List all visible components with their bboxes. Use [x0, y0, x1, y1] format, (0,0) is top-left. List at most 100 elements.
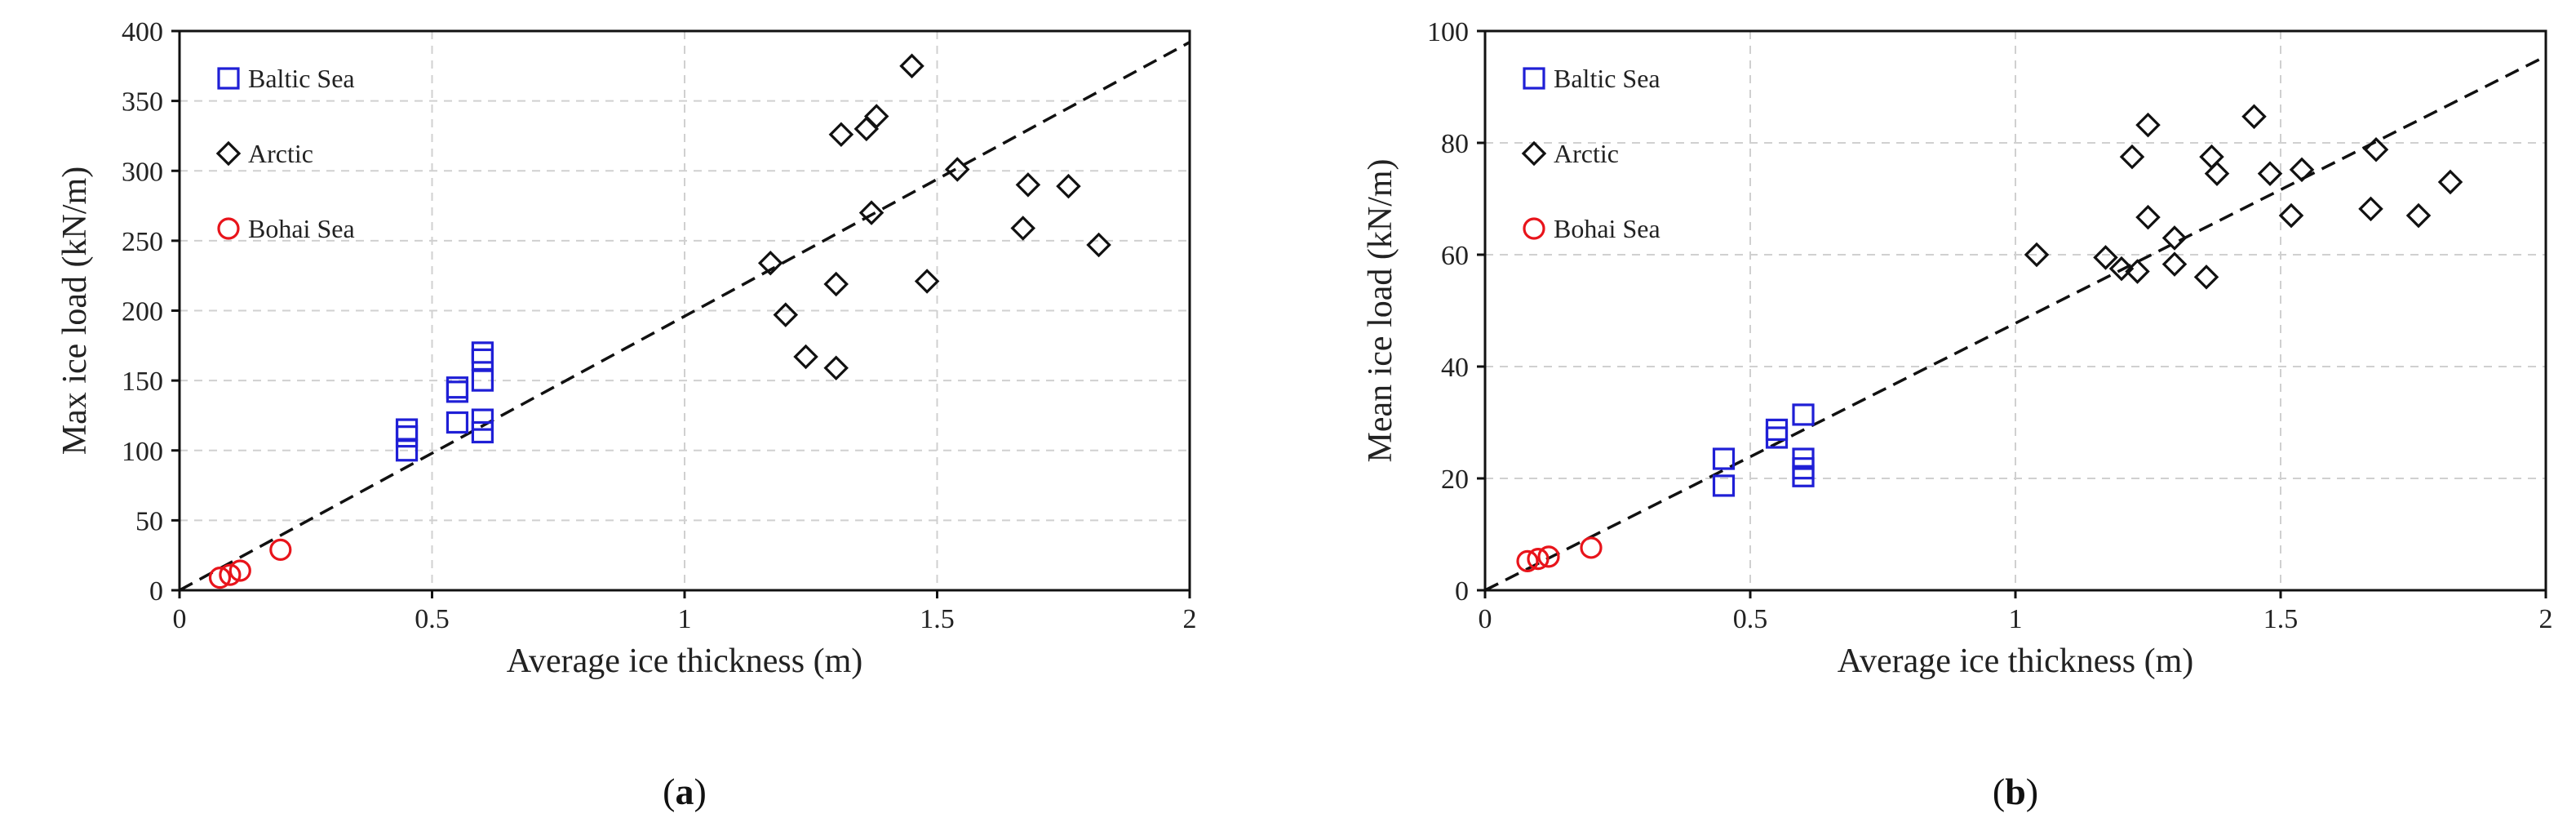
chart-a-bohai-sea-point-3	[269, 538, 292, 561]
chart-a-baltic-sea-point-5	[446, 376, 469, 399]
chart-b-arctic-point-7	[2161, 251, 2188, 277]
chart-b-arctic-point-6	[2135, 112, 2161, 138]
chart-a-arctic-point-11	[944, 157, 970, 182]
chart-a-arctic-point-14	[1056, 173, 1081, 199]
chart-a-bohai-sea-point-1	[219, 563, 242, 586]
chart-b-arctic-point-14	[2278, 202, 2304, 229]
chart-a-arctic-point-0	[757, 251, 783, 276]
chart-b-ytick-label-5: 100	[1427, 17, 1469, 47]
chart-b-ytick-label-2: 40	[1441, 353, 1469, 383]
chart-a-baltic-sea-point-2	[395, 418, 419, 441]
chart-a-xtick-label-0: 0	[173, 604, 187, 634]
chart-b-y-axis-title: Mean ice load (kN/m)	[1362, 158, 1399, 462]
chart-b: 0 20 40 60 80 100 0 0.5 1 1.5 2 Average ice thickne…	[1362, 17, 2553, 812]
chart-b-arctic-point-15	[2289, 157, 2315, 183]
chart-a-arctic-point-5	[828, 122, 854, 147]
chart-a-y-axis-title: Max ice load (kN/m)	[56, 167, 94, 455]
chart-a-ytick-label-6: 300	[122, 157, 163, 187]
chart-b-xtick-label-3: 1.5	[2263, 604, 2299, 634]
chart-a-arctic-point-2	[793, 344, 818, 370]
chart-a-arctic-point-3	[823, 355, 849, 380]
chart-a-arctic-point-9	[899, 53, 924, 79]
chart-a-legend-bohai-sea-label: Bohai Sea	[248, 214, 355, 243]
chart-a-ytick-label-7: 350	[122, 87, 163, 118]
chart-a-bohai-sea-point-2	[228, 559, 251, 582]
chart-a-ytick-label-8: 400	[122, 17, 163, 47]
chart-b-ytick-label-3: 60	[1441, 241, 1469, 271]
chart-a-caption: (a)	[663, 771, 707, 812]
chart-a-trendline	[179, 41, 1190, 592]
chart-a-baltic-sea-point-1	[395, 425, 419, 448]
chart-b-ytick-label-1: 20	[1441, 465, 1469, 495]
chart-b-legend-baltic-sea-marker	[1523, 67, 1545, 90]
chart-b-arctic-point-16	[2358, 196, 2383, 222]
chart-a-xtick-label-1: 0.5	[415, 604, 450, 634]
chart-a-baltic-sea-point-3	[446, 411, 469, 434]
chart-a-baltic-sea-point-0	[395, 439, 419, 462]
chart-a-xtick-label-4: 2	[1183, 604, 1197, 634]
chart-a-legend-arctic-marker	[215, 140, 242, 167]
chart-b-legend-arctic-label: Arctic	[1554, 139, 1619, 168]
chart-b-arctic-point-9	[2193, 265, 2219, 290]
chart-a-baltic-sea-point-7	[471, 408, 494, 431]
chart-a-ytick-label-3: 150	[122, 367, 163, 397]
chart-b-arctic-point-8	[2161, 225, 2188, 251]
chart-a-legend-bohai-sea-marker	[217, 217, 240, 240]
chart-a: 0 50 100 150 200 250 300 350 400 0 0.5 1 1.5 2 Average…	[56, 17, 1197, 812]
chart-a-bohai-sea-point-0	[208, 566, 232, 589]
chart-b-xtick-label-0: 0	[1479, 604, 1492, 634]
chart-b-baltic-sea-point-7	[1792, 403, 1815, 426]
chart-b-arctic-point-1	[2093, 245, 2118, 270]
chart-b-xtick-label-1: 0.5	[1733, 604, 1768, 634]
chart-b-legend-arctic-marker	[1521, 140, 1547, 167]
chart-b-legend-bohai-sea-label: Bohai Sea	[1554, 214, 1660, 243]
chart-b-baltic-sea-point-1	[1712, 447, 1736, 470]
chart-a-x-axis-title: Average ice thickness (m)	[507, 642, 863, 680]
chart-a-ytick-label-2: 100	[122, 437, 163, 467]
chart-b-xtick-label-2: 1	[2009, 604, 2023, 634]
chart-b-legend-bohai-sea-marker	[1523, 217, 1545, 240]
chart-a-baltic-sea-point-6	[471, 420, 494, 444]
chart-a-arctic-point-1	[773, 302, 799, 327]
chart-b-arctic-point-2	[2108, 256, 2135, 282]
chart-b-caption: (b)	[1993, 771, 2038, 812]
chart-a-baltic-sea-point-9	[471, 348, 494, 371]
chart-a-arctic-point-6	[853, 116, 880, 142]
chart-b-arctic-point-5	[2135, 204, 2161, 230]
chart-a-ytick-label-0: 0	[149, 576, 163, 607]
chart-a-legend-arctic-label: Arctic	[248, 139, 313, 168]
chart-b-arctic-point-19	[2437, 169, 2463, 195]
chart-a-arctic-point-13	[1015, 172, 1041, 198]
chart-b-bohai-sea-point-0	[1516, 549, 1539, 572]
chart-a-legend-baltic-sea-marker	[217, 67, 240, 90]
chart-a-arctic-point-8	[863, 104, 889, 129]
chart-b-arctic-point-11	[2204, 161, 2230, 186]
chart-b-arctic-point-17	[2363, 136, 2389, 162]
chart-a-baltic-sea-point-10	[471, 341, 494, 364]
chart-a-arctic-point-7	[858, 200, 885, 225]
chart-b-arctic-point-13	[2257, 161, 2283, 186]
chart-a-arctic-point-15	[1086, 232, 1111, 258]
chart-b-arctic-point-0	[2024, 242, 2050, 268]
chart-b-baltic-sea-point-3	[1765, 418, 1789, 442]
chart-b-baltic-sea-point-0	[1712, 474, 1736, 497]
chart-b-x-axis-title: Average ice thickness (m)	[1838, 642, 2194, 680]
chart-b-bohai-sea-point-3	[1580, 536, 1603, 559]
chart-b-bohai-sea-point-1	[1527, 548, 1550, 571]
chart-a-xtick-label-3: 1.5	[920, 604, 955, 634]
chart-a-ytick-label-4: 200	[122, 297, 163, 327]
chart-a-arctic-point-10	[914, 269, 940, 294]
chart-b-arctic-point-12	[2241, 104, 2267, 130]
chart-a-arctic-point-12	[1010, 216, 1035, 241]
chart-b-arctic-point-4	[2125, 259, 2150, 284]
chart-a-arctic-point-4	[823, 271, 849, 297]
chart-a-baltic-sea-point-8	[471, 369, 494, 392]
chart-b-xtick-label-4: 2	[2539, 604, 2553, 634]
chart-a-ytick-label-5: 250	[122, 227, 163, 257]
chart-a-ytick-label-1: 50	[135, 506, 163, 536]
chart-b-baltic-sea-point-6	[1792, 447, 1815, 470]
chart-a-legend-baltic-sea-label: Baltic Sea	[248, 64, 355, 93]
chart-b-ytick-label-0: 0	[1455, 576, 1469, 607]
chart-b-arctic-point-3	[2119, 144, 2145, 170]
